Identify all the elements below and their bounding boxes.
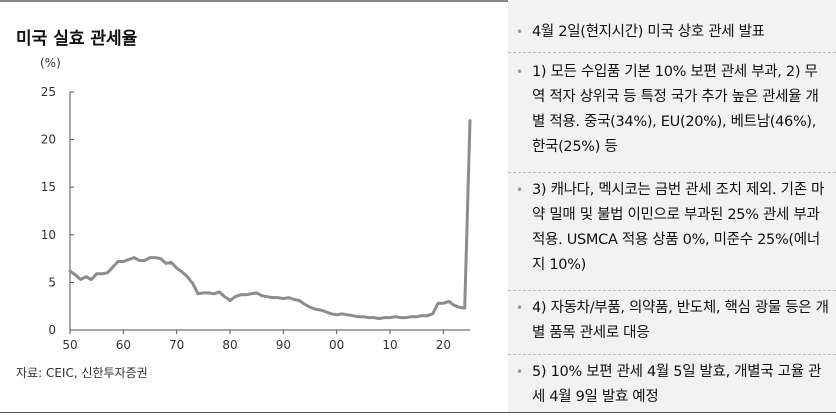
series-line-effective-tariff-rate [68, 119, 472, 321]
bullet-marker-icon: • [516, 25, 523, 39]
bullet-item-4: • 4) 자동차/부품, 의약품, 반도체, 핵심 광물 등은 개별 품목 관세… [516, 296, 830, 346]
bullet-text: 4) 자동차/부품, 의약품, 반도체, 핵심 광물 등은 개별 품목 관세로 … [532, 300, 829, 341]
bottom-rule [0, 412, 836, 413]
bullet-marker-icon: • [516, 183, 523, 197]
bullet-item-1: • 4월 2일(현지시간) 미국 상호 관세 발표 [516, 20, 830, 45]
x-tick-label: 60 [116, 338, 131, 352]
chart-title: 미국 실효 관세율 [16, 29, 138, 49]
x-tick-label: 10 [382, 338, 397, 352]
x-tick-label: 70 [169, 338, 184, 352]
divider [508, 172, 836, 173]
bullet-marker-icon: • [516, 301, 523, 315]
x-tick-label: 50 [62, 338, 77, 352]
y-tick-label: 25 [41, 85, 56, 99]
bullet-item-5: • 5) 10% 보편 관세 4월 5일 발효, 개별국 고율 관세 4월 9일… [516, 360, 830, 410]
bullet-item-2: • 1) 모든 수입품 기본 10% 보편 관세 부과, 2) 무역 적자 상위… [516, 60, 830, 160]
x-tick-label: 90 [276, 338, 291, 352]
chart-panel: 미국 실효 관세율 (%) 0 5 10 15 20 25 50 60 70 80 90 00 10 20… [16, 29, 472, 380]
y-tick-label: 5 [48, 275, 56, 289]
bullet-text: 4월 2일(현지시간) 미국 상호 관세 발표 [532, 24, 765, 40]
bullet-item-3: • 3) 캐나다, 멕시코는 금번 관세 조치 제외. 기존 마약 밀매 및 불… [516, 178, 830, 278]
bullet-text: 5) 10% 보편 관세 4월 5일 발효, 개별국 고율 관세 4월 9일 발… [532, 364, 822, 405]
divider [508, 290, 836, 291]
top-rule [0, 0, 836, 2]
y-tick-label: 20 [41, 133, 56, 147]
divider [508, 52, 836, 53]
notes-panel: • 4월 2일(현지시간) 미국 상호 관세 발표 • 1) 모든 수입품 기본… [508, 0, 836, 412]
x-tick-label: 80 [222, 338, 237, 352]
bullet-text: 3) 캐나다, 멕시코는 금번 관세 조치 제외. 기존 마약 밀매 및 불법 … [532, 182, 825, 273]
divider [508, 354, 836, 355]
x-tick-label: 00 [329, 338, 344, 352]
y-axis-unit-label: (%) [40, 56, 61, 70]
bullet-marker-icon: • [516, 65, 523, 79]
bullet-text: 1) 모든 수입품 기본 10% 보편 관세 부과, 2) 무역 적자 상위국 … [532, 64, 819, 155]
y-tick-label: 15 [41, 180, 56, 194]
y-tick-label: 0 [48, 323, 56, 337]
x-tick-label: 20 [436, 338, 451, 352]
source-note: 자료: CEIC, 신한투자증권 [16, 366, 148, 380]
bullet-marker-icon: • [516, 365, 523, 379]
line-chart: 0 5 10 15 20 25 50 60 70 80 90 00 10 20 [41, 85, 472, 352]
y-tick-label: 10 [41, 228, 56, 242]
